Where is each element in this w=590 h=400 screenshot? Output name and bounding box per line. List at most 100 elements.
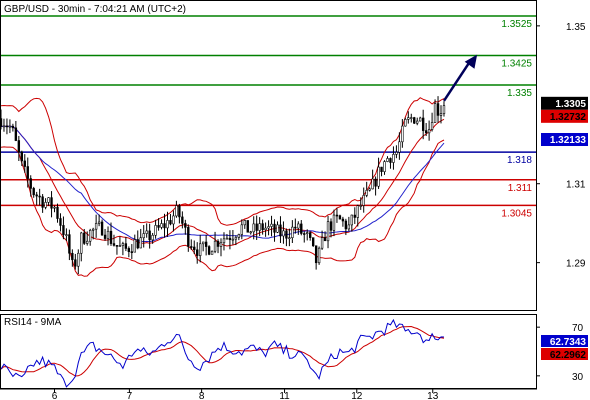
- level-label: 1.311: [508, 183, 533, 194]
- candle-body: [207, 246, 211, 255]
- candle-body: [2, 125, 6, 128]
- candle-body: [210, 250, 214, 255]
- candle-body: [401, 125, 404, 143]
- candle-body: [264, 227, 267, 231]
- rsi-tag-label: 62.7343: [550, 337, 587, 348]
- candle-body: [157, 225, 160, 228]
- rsi-tag-box: [541, 348, 588, 360]
- candle-body: [320, 237, 324, 249]
- candle-body: [231, 238, 235, 241]
- price-axis-ticks: 1.35 1.31 1.29: [536, 22, 586, 270]
- candle-body: [374, 178, 377, 187]
- candle-body: [50, 197, 53, 209]
- candle-body: [118, 245, 122, 247]
- candle-body: [133, 239, 136, 253]
- rsi-lines: [0, 318, 445, 388]
- rsi-title: RSI14 - 9MA: [4, 317, 62, 328]
- candle-body: [166, 220, 169, 229]
- price-tick-label: 1.35: [566, 22, 586, 33]
- candle-body: [65, 234, 68, 236]
- support-resistance-levels: 1.3525 1.3425 1.335 1.318 1.311 1.3045: [1, 15, 536, 219]
- candle-body: [184, 223, 187, 228]
- rsi-tag-box: [541, 335, 588, 347]
- time-tick-label: 11: [279, 391, 290, 400]
- candle-body: [35, 194, 38, 197]
- candle-body: [413, 117, 416, 124]
- candle-body: [181, 216, 184, 224]
- candle-body: [329, 221, 333, 231]
- rsi-pane: RSI14 - 9MA 70 30 62.7343 62.2962: [0, 314, 588, 389]
- candle-body: [433, 103, 437, 123]
- candle-body: [371, 178, 374, 190]
- candle-body: [154, 225, 157, 236]
- candle-body: [97, 221, 101, 224]
- time-tick-label: 8: [199, 391, 205, 400]
- candle-body: [196, 249, 199, 256]
- candle-body: [294, 226, 297, 229]
- candle-body: [41, 196, 44, 208]
- candle-body: [246, 220, 249, 233]
- candle-body: [216, 240, 220, 247]
- candle-body: [29, 178, 32, 189]
- price-tag-label: 1.32133: [550, 135, 587, 146]
- candle-body: [276, 224, 279, 233]
- candle-body: [419, 117, 422, 122]
- candle-body: [306, 232, 309, 234]
- rsi-tick-label: 70: [572, 323, 584, 334]
- time-tick-label: 12: [351, 391, 363, 400]
- price-tags: 1.3305 1.32732 1.32133: [541, 96, 588, 147]
- level-label: 1.3045: [501, 208, 532, 219]
- candle-body: [91, 228, 95, 231]
- candle-body: [199, 243, 202, 256]
- rsi-tick-label: 30: [572, 372, 584, 383]
- candle-body: [44, 202, 47, 208]
- candle-body: [282, 230, 285, 237]
- candle-body: [222, 238, 226, 244]
- rsi-axis-ticks: 70 30: [536, 323, 584, 383]
- candle-body: [404, 119, 407, 127]
- candle-body: [326, 221, 330, 242]
- candle-body: [130, 251, 133, 253]
- candle-body: [94, 223, 98, 230]
- candle-body: [252, 223, 255, 233]
- candle-body: [386, 158, 389, 162]
- candle-body: [47, 197, 50, 203]
- candle-body: [14, 127, 18, 141]
- candle-body: [38, 195, 41, 198]
- candle-body: [26, 166, 29, 179]
- middle-band: [0, 118, 445, 247]
- candle-body: [309, 232, 312, 238]
- time-axis: 6 7 8 11 12 13: [0, 388, 537, 400]
- candle-body: [347, 224, 351, 230]
- candle-body: [335, 214, 339, 217]
- time-tick-label: 6: [52, 391, 58, 400]
- candle-body: [427, 129, 431, 134]
- price-tag-box: [541, 96, 588, 110]
- candle-body: [80, 232, 83, 254]
- price-pane-frame: [0, 0, 537, 311]
- rsi-tags: 62.7343 62.2962: [541, 335, 588, 361]
- candle-body: [225, 237, 229, 240]
- candle-body: [430, 122, 434, 130]
- candle-body: [255, 223, 258, 231]
- candle-body: [187, 227, 190, 247]
- candle-body: [323, 237, 327, 242]
- candle-body: [68, 234, 71, 254]
- candle-body: [83, 232, 86, 244]
- forecast-arrow-head: [464, 54, 478, 69]
- candle-body: [86, 240, 89, 244]
- candle-body: [127, 248, 131, 252]
- candle-body: [300, 223, 303, 234]
- candle-body: [175, 205, 178, 217]
- price-tag-box: [541, 109, 588, 123]
- candle-body: [416, 120, 419, 124]
- level-label: 1.3425: [501, 58, 532, 69]
- price-tag-box: [541, 133, 588, 147]
- candle-body: [279, 224, 282, 237]
- candle-body: [359, 205, 362, 207]
- candle-body: [234, 237, 238, 240]
- candle-body: [240, 224, 244, 235]
- candle-body: [389, 158, 392, 163]
- candle-body: [160, 223, 163, 228]
